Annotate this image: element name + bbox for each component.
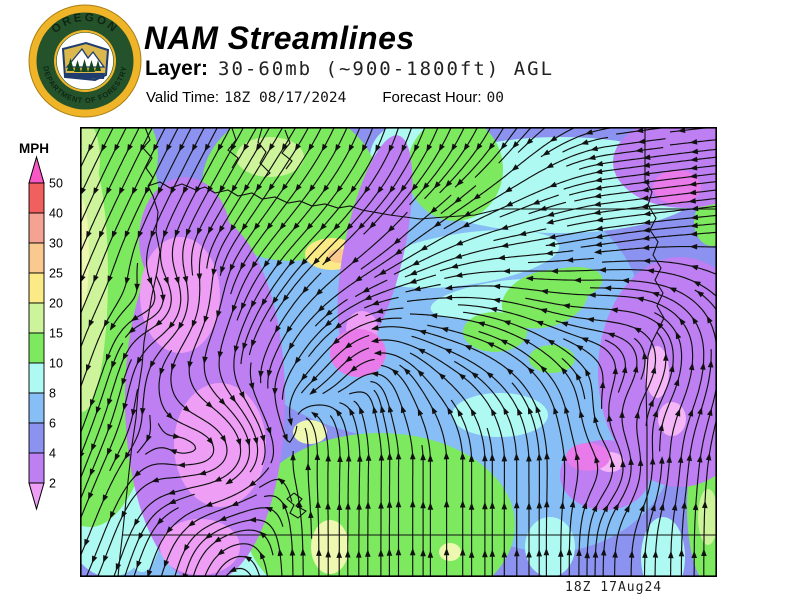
- layer-line: Layer: 30-60mb (~900-1800ft) AGL: [145, 57, 554, 81]
- puget-sound-line: [227, 127, 239, 169]
- legend-band: [28, 332, 45, 364]
- legend-band: [28, 272, 45, 304]
- layer-label: Layer:: [145, 57, 209, 80]
- streamline-map-canvas: [80, 127, 717, 577]
- legend-band: [28, 182, 45, 214]
- puget-sound-line: [281, 129, 293, 170]
- legend-tick-label: 4: [49, 447, 56, 461]
- legend-tick-label: 50: [49, 177, 63, 191]
- legend-tick-label: 8: [49, 387, 56, 401]
- puget-sound-line: [257, 127, 271, 179]
- legend-tick-label: 2: [49, 477, 56, 491]
- legend-tick-label: 25: [49, 267, 63, 281]
- speed-field: [80, 127, 717, 577]
- legend-tick-label: 30: [49, 237, 63, 251]
- legend-band: [28, 362, 45, 394]
- coastline: [117, 127, 161, 577]
- legend-band: [28, 422, 45, 454]
- legend-tick-label: 20: [49, 297, 63, 311]
- klamath-lake: [286, 492, 307, 519]
- logo-oregon-emblem: [61, 41, 110, 82]
- legend-band: [28, 392, 45, 424]
- valid-time-value: 18Z 08/17/2024: [224, 90, 347, 106]
- legend-title: MPH: [19, 141, 49, 156]
- page-title: NAM Streamlines: [144, 20, 415, 56]
- forecast-hour-label: Forecast Hour:: [382, 89, 482, 106]
- layer-value: 30-60mb (~900-1800ft) AGL: [218, 58, 555, 80]
- legend-band: [28, 452, 45, 484]
- forecast-hour-value: 00: [486, 90, 504, 106]
- legend-tick-label: 15: [49, 327, 63, 341]
- legend-band: [28, 302, 45, 334]
- geo-borders: [117, 127, 717, 577]
- valid-time-line: Valid Time: 18Z 08/17/2024 Forecast Hour: 0…: [146, 89, 504, 106]
- logo-trees: [67, 58, 101, 72]
- wa-or-border: [147, 181, 717, 220]
- valid-time-label: Valid Time:: [146, 89, 220, 106]
- legend-band: [28, 212, 45, 244]
- wind-speed-legend: 50 40 30 25 20 15 10 8 6 4 2: [28, 155, 63, 511]
- legend-arrow-below-min: [28, 482, 45, 511]
- streamlines: [80, 127, 717, 577]
- map-timestamp: 18Z 17Aug24: [565, 580, 663, 595]
- legend-tick-label: 10: [49, 357, 63, 371]
- legend-band: [28, 242, 45, 274]
- map-border: [80, 127, 717, 577]
- legend-tick-label: 6: [49, 417, 56, 431]
- odf-logo: OREGON DEPARTMENT OF FORESTRY: [28, 4, 142, 118]
- id-border: [644, 127, 665, 535]
- legend-arrow-above-max: [28, 155, 45, 184]
- legend-tick-label: 40: [49, 207, 63, 221]
